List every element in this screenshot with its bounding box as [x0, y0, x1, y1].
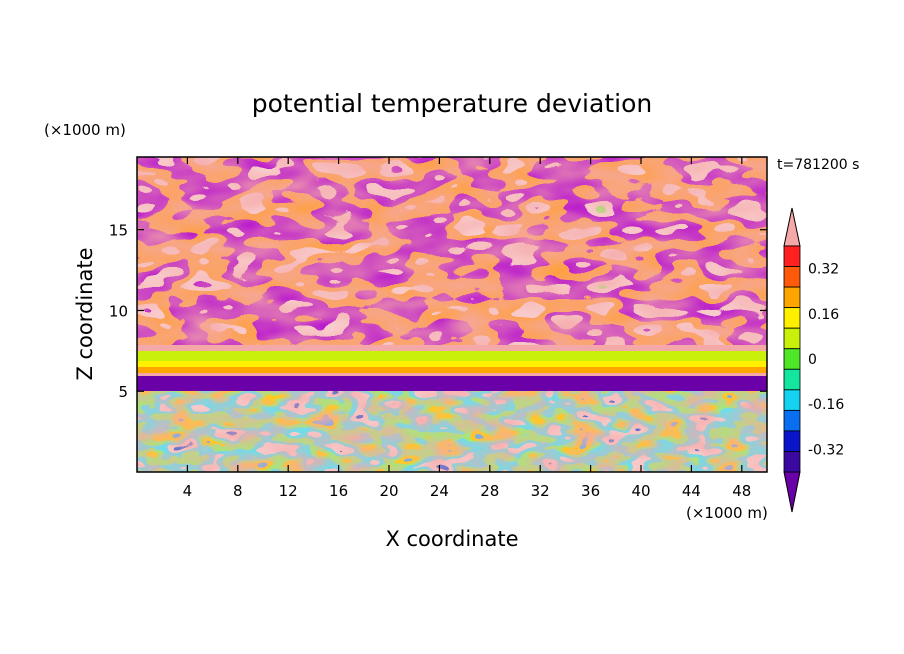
x-unit-label: (×1000 m)	[686, 504, 768, 522]
y-tick-label: 15	[109, 222, 128, 240]
colorbar-segment	[783, 409, 801, 432]
x-tick-label: 16	[329, 482, 348, 500]
x-tick-label: 8	[233, 482, 243, 500]
y-tick-label: 5	[118, 383, 128, 401]
y-axis-label: Z coordinate	[73, 247, 97, 380]
colorbar-segment	[783, 430, 801, 452]
y-tick-label: 10	[109, 302, 128, 320]
colorbar-segment	[783, 286, 801, 309]
colorbar-segment	[783, 368, 801, 391]
x-axis-label: X coordinate	[385, 527, 518, 551]
x-tick-label: 32	[531, 482, 550, 500]
colorbar-extend-high	[783, 207, 801, 247]
colorbar-segment	[783, 266, 801, 288]
colorbar-segment	[783, 389, 801, 411]
x-tick-label: 44	[682, 482, 701, 500]
colorbar-extend-low	[783, 471, 801, 513]
plot-frame	[136, 156, 768, 473]
colorbar-segment	[783, 327, 801, 350]
x-axis-ticks: 4 8 12 16 20 24 28 32 36 40 44 48	[183, 157, 751, 500]
colorbar-segment	[783, 307, 801, 329]
y-axis-ticks: 5 10 15	[109, 222, 767, 401]
chart-title: potential temperature deviation	[252, 89, 652, 118]
colorbar-label: -0.16	[808, 397, 844, 413]
colorbar-label: 0.16	[808, 307, 839, 323]
colorbar-segment	[783, 245, 801, 267]
y-unit-label: (×1000 m)	[44, 121, 126, 139]
x-tick-label: 28	[480, 482, 499, 500]
x-tick-label: 24	[430, 482, 449, 500]
x-tick-label: 48	[732, 482, 751, 500]
colorbar-segment	[783, 451, 801, 473]
time-label: t=781200 s	[777, 157, 859, 173]
colorbar-segment	[783, 348, 801, 370]
x-tick-label: 12	[279, 482, 298, 500]
x-tick-label: 4	[183, 482, 193, 500]
contour-field	[137, 157, 767, 472]
x-tick-label: 40	[631, 482, 650, 500]
x-tick-label: 36	[581, 482, 600, 500]
colorbar: 0.32 0.16 0 -0.16 -0.32	[783, 207, 844, 513]
colorbar-label: 0.32	[808, 262, 839, 278]
x-tick-label: 20	[379, 482, 398, 500]
colorbar-label: 0	[808, 352, 817, 368]
colorbar-label: -0.32	[808, 442, 844, 458]
